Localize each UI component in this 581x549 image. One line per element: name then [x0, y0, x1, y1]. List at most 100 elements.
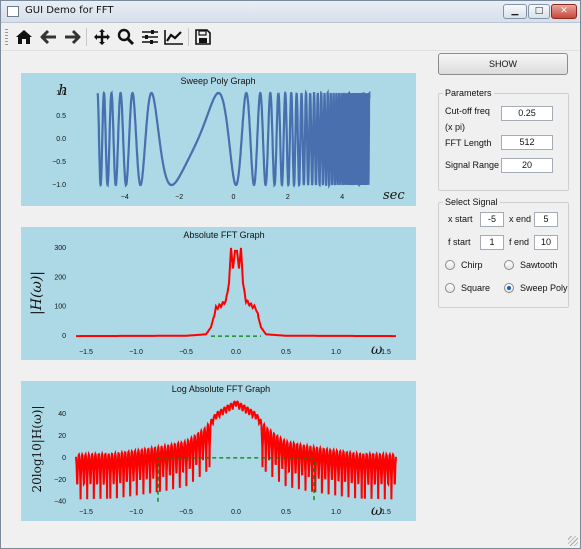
filter-cutoff-line [157, 457, 315, 502]
toolbar-separator [188, 28, 189, 46]
sweep-poly-plot[interactable]: Sweep Poly Graph −4 −2 0 2 4 −1.0 −0.5 0.0 0.5 1.0… [21, 73, 416, 206]
close-button[interactable]: ✕ [551, 4, 577, 19]
chart-title: Absolute FFT Graph [183, 230, 264, 240]
forward-arrow-icon[interactable] [61, 27, 83, 47]
cutoff-freq-input[interactable]: 0.25 [501, 106, 553, 121]
x-axis-label: ω [371, 503, 383, 519]
absolute-fft-plot[interactable]: Absolute FFT Graph −1.5 −1.0 −0.5 0.0 0.5 1.0 1… [21, 227, 416, 360]
signal-range-input[interactable]: 20 [501, 158, 553, 173]
radio-square-label: Square [461, 283, 491, 293]
x-tick-label: −0.5 [179, 509, 193, 516]
configure-subplots-icon[interactable] [139, 27, 161, 47]
parameters-title: Parameters [443, 88, 494, 98]
window-title: GUI Demo for FFT [25, 5, 114, 16]
radio-button-icon[interactable] [504, 260, 514, 270]
x-tick-label: 1.0 [331, 349, 341, 356]
y-tick-label: 200 [54, 274, 66, 281]
cutoff-label: Cut-off freq [445, 106, 490, 116]
log-fft-chart: Log Absolute FFT Graph −1.5 −1.0 −0.5 0.0 0.5… [30, 384, 397, 519]
chart-title: Log Absolute FFT Graph [172, 384, 270, 394]
x-tick-label: −0.5 [179, 349, 193, 356]
y-tick-label: −0.5 [52, 159, 66, 166]
y-tick-label: 300 [54, 245, 66, 252]
y-tick-label: 0 [62, 455, 66, 462]
signal-range-label: Signal Range [445, 160, 500, 170]
y-axis-label: |H(ω)| [29, 271, 45, 315]
x-tick-label: 0.0 [231, 349, 241, 356]
show-button[interactable]: SHOW [438, 53, 568, 75]
y-axis-label: h [58, 81, 68, 99]
y-tick-label: −20 [54, 477, 66, 484]
radio-button-icon[interactable] [445, 260, 455, 270]
y-tick-label: −1.0 [52, 182, 66, 189]
radio-sweep-poly[interactable]: Sweep Poly [504, 283, 568, 293]
plot-toolbar [1, 23, 580, 51]
x-start-input[interactable]: -5 [480, 212, 504, 227]
x-tick-label: 1.5 [381, 509, 391, 516]
y-axis-label: 20log10|H(ω)| [30, 406, 44, 493]
radio-chirp[interactable]: Chirp [445, 260, 483, 270]
radio-button-selected-icon[interactable] [504, 283, 514, 293]
select-signal-title: Select Signal [443, 197, 500, 207]
radio-square[interactable]: Square [445, 283, 490, 293]
f-end-label: f end [509, 237, 530, 247]
y-tick-label: 0.0 [56, 136, 66, 143]
fft-length-label: FFT Length [445, 138, 492, 148]
radio-chirp-label: Chirp [461, 260, 483, 270]
toolbar-grip[interactable] [5, 29, 8, 45]
f-start-label: f start [448, 237, 471, 247]
x-tick-label: −1.0 [129, 509, 143, 516]
home-icon[interactable] [13, 27, 35, 47]
app-icon [7, 6, 19, 17]
y-tick-label: −40 [54, 499, 66, 506]
select-signal-group: Select Signal x start -5 x end 5 f start… [438, 197, 569, 308]
x-tick-label: 1.0 [331, 509, 341, 516]
radio-sawtooth[interactable]: Sawtooth [504, 260, 558, 270]
x-tick-label: 1.5 [381, 349, 391, 356]
x-tick-label: −1.5 [79, 349, 93, 356]
x-tick-label: 2 [286, 194, 290, 201]
log-fft-plot[interactable]: Log Absolute FFT Graph −1.5 −1.0 −0.5 0.0 0.5… [21, 381, 416, 521]
y-tick-label: 0 [62, 333, 66, 340]
y-tick-label: 100 [54, 304, 66, 311]
chart-title: Sweep Poly Graph [180, 76, 255, 86]
parameters-group: Parameters Cut-off freq (x pi) 0.25 FFT … [438, 88, 569, 191]
minimize-button[interactable]: ▁ [503, 4, 527, 19]
x-tick-label: 0.0 [231, 509, 241, 516]
x-tick-label: −1.0 [129, 349, 143, 356]
f-start-input[interactable]: 1 [480, 235, 504, 250]
fft-length-input[interactable]: 512 [501, 135, 553, 150]
save-icon[interactable] [192, 27, 214, 47]
x-end-label: x end [509, 214, 532, 224]
x-tick-label: −1.5 [79, 509, 93, 516]
back-arrow-icon[interactable] [38, 27, 60, 47]
x-tick-label: 0.5 [281, 349, 291, 356]
radio-button-icon[interactable] [445, 283, 455, 293]
x-axis-label: ω [371, 342, 383, 358]
y-tick-label: 40 [58, 411, 66, 418]
sweep-poly-chart: Sweep Poly Graph −4 −2 0 2 4 −1.0 −0.5 0.0 0.5 1.0… [52, 76, 405, 203]
fft-magnitude-line [76, 247, 396, 338]
f-end-input[interactable]: 10 [534, 235, 558, 250]
toolbar-separator [86, 28, 87, 46]
x-end-input[interactable]: 5 [534, 212, 558, 227]
x-tick-label: 0 [232, 194, 236, 201]
y-tick-label: 20 [58, 433, 66, 440]
signal-line [96, 89, 371, 190]
radio-sweep-poly-label: Sweep Poly [520, 283, 568, 293]
zoom-icon[interactable] [115, 27, 137, 47]
resize-grip[interactable] [568, 536, 578, 546]
y-tick-label: 0.5 [56, 113, 66, 120]
pan-icon[interactable] [91, 27, 113, 47]
radio-sawtooth-label: Sawtooth [520, 260, 558, 270]
cutoff-unit-label: (x pi) [445, 122, 465, 132]
title-bar[interactable]: GUI Demo for FFT ▁ □ ✕ [1, 1, 580, 23]
x-tick-label: −4 [121, 194, 129, 201]
edit-axis-icon[interactable] [163, 27, 185, 47]
x-tick-label: 4 [340, 194, 344, 201]
maximize-button[interactable]: □ [528, 4, 550, 19]
y-tick-label: 1.0 [56, 90, 66, 97]
log-fft-magnitude-line [75, 400, 397, 500]
x-axis-label: sec [383, 188, 405, 203]
